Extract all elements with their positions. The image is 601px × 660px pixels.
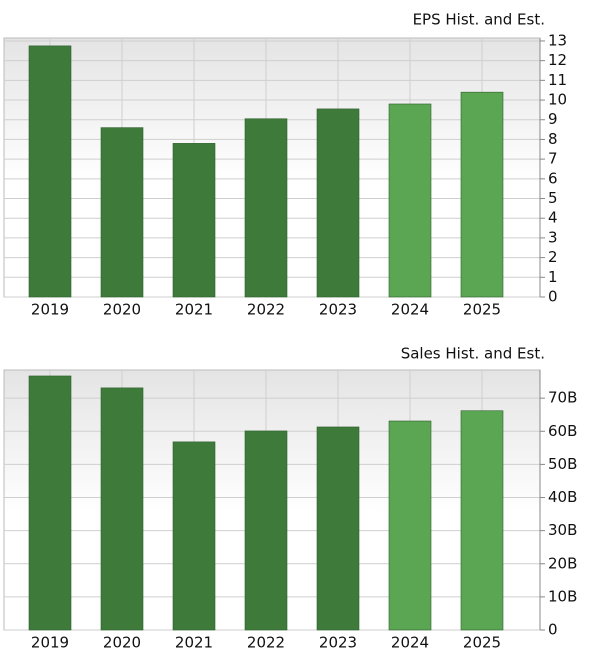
y-tick-label: 5 [548, 189, 558, 207]
bar [388, 103, 432, 298]
bar [100, 127, 144, 298]
bar [28, 375, 72, 631]
bar [460, 410, 504, 631]
y-tick-label: 12 [548, 51, 567, 69]
x-tick-label: 2024 [391, 301, 429, 319]
x-tick-label: 2024 [391, 634, 429, 652]
y-tick-label: 70B [548, 389, 577, 407]
y-tick-label: 6 [548, 169, 558, 187]
bar [244, 430, 288, 631]
y-tick-label: 40B [548, 488, 577, 506]
bar [28, 45, 72, 298]
y-tick-label: 13 [548, 31, 567, 49]
y-tick-label: 11 [548, 71, 567, 89]
x-tick-label: 2021 [175, 634, 213, 652]
x-tick-label: 2020 [103, 301, 141, 319]
x-tick-label: 2023 [319, 634, 357, 652]
y-tick-label: 30B [548, 521, 577, 539]
bar [316, 108, 360, 298]
x-tick-label: 2025 [463, 634, 501, 652]
bar [460, 91, 504, 298]
x-tick-label: 2022 [247, 301, 285, 319]
bar [100, 387, 144, 631]
y-tick-label: 1 [548, 268, 558, 286]
y-tick-label: 50B [548, 455, 577, 473]
y-tick-label: 10 [548, 91, 567, 109]
y-tick-label: 4 [548, 209, 558, 227]
bar [388, 420, 432, 631]
x-tick-label: 2021 [175, 301, 213, 319]
x-tick-label: 2025 [463, 301, 501, 319]
x-tick-label: 2023 [319, 301, 357, 319]
y-tick-label: 9 [548, 110, 558, 128]
chart-title: Sales Hist. and Est. [401, 345, 545, 363]
chart-title: EPS Hist. and Est. [413, 11, 545, 29]
bar [172, 143, 216, 298]
y-tick-label: 7 [548, 150, 558, 168]
y-tick-label: 0 [548, 621, 558, 639]
y-tick-label: 10B [548, 587, 577, 605]
y-tick-label: 8 [548, 130, 558, 148]
y-tick-label: 20B [548, 554, 577, 572]
y-tick-label: 3 [548, 228, 558, 246]
y-tick-label: 2 [548, 248, 558, 266]
bar [172, 441, 216, 631]
y-tick-label: 60B [548, 422, 577, 440]
x-tick-label: 2022 [247, 634, 285, 652]
bar [244, 118, 288, 298]
bar [316, 426, 360, 631]
y-tick-label: 0 [548, 288, 558, 306]
x-tick-label: 2020 [103, 634, 141, 652]
x-tick-label: 2019 [31, 634, 69, 652]
x-tick-label: 2019 [31, 301, 69, 319]
